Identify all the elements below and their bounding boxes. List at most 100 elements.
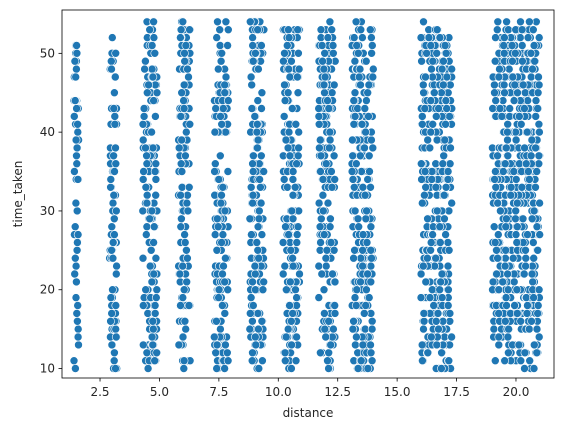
scatter-point (251, 332, 260, 342)
plot-frame (61, 9, 555, 379)
scatter-point (435, 285, 445, 295)
scatter-point (111, 364, 120, 373)
scatter-point (498, 167, 508, 176)
scatter-point (174, 143, 184, 153)
scatter-point (436, 277, 446, 287)
scatter-point (151, 253, 161, 263)
scatter-point (359, 309, 369, 318)
scatter-point (287, 56, 296, 66)
scatter-point (71, 364, 80, 373)
scatter-point (251, 340, 261, 350)
scatter-point (323, 198, 333, 208)
scatter-point (357, 167, 366, 176)
scatter-point (74, 340, 83, 350)
scatter-point (73, 332, 83, 342)
scatter-point (246, 17, 255, 27)
scatter-point (147, 41, 157, 50)
scatter-point (520, 348, 530, 358)
y-tick-label: 30 (40, 204, 55, 218)
scatter-point (490, 56, 500, 66)
scatter-point (152, 293, 161, 302)
scatter-point (280, 96, 290, 105)
scatter-point (493, 151, 502, 161)
scatter-point (330, 277, 340, 287)
scatter-point (349, 33, 359, 42)
scatter-point (179, 80, 189, 90)
scatter-point (421, 72, 430, 82)
scatter-point (514, 340, 524, 350)
scatter-point (509, 167, 519, 176)
scatter-point (287, 104, 297, 113)
scatter-point (427, 175, 437, 184)
scatter-point (108, 285, 117, 295)
scatter-point (215, 41, 225, 50)
scatter-point (288, 214, 298, 224)
scatter-point (110, 214, 119, 224)
scatter-point (531, 112, 541, 121)
scatter-point (431, 183, 441, 192)
scatter-point (426, 127, 436, 137)
scatter-point (360, 143, 369, 153)
scatter-point (253, 96, 263, 105)
scatter-point (498, 277, 508, 287)
scatter-point (532, 222, 542, 231)
scatter-point (71, 198, 81, 208)
scatter-point (432, 48, 442, 58)
scatter-point (416, 269, 426, 279)
scatter-point (107, 56, 116, 66)
scatter-point (353, 364, 363, 373)
scatter-point (314, 104, 324, 113)
scatter-point (530, 56, 540, 66)
scatter-point (500, 316, 510, 326)
scatter-point (355, 64, 365, 74)
scatter-point (518, 56, 527, 66)
scatter-point (419, 316, 429, 326)
scatter-point (520, 104, 529, 113)
scatter-point (349, 183, 359, 192)
scatter-point (317, 269, 327, 279)
scatter-point (509, 277, 519, 287)
scatter-point (522, 309, 532, 318)
scatter-point (254, 324, 263, 334)
scatter-point (248, 167, 258, 176)
scatter-point (218, 183, 228, 192)
scatter-point (283, 143, 293, 153)
scatter-point (327, 88, 337, 97)
scatter-point (73, 175, 83, 184)
scatter-point (221, 340, 230, 350)
scatter-point (354, 222, 364, 231)
scatter-point (329, 151, 339, 161)
scatter-point (150, 309, 160, 318)
scatter-point (500, 88, 509, 97)
scatter-point (254, 206, 264, 216)
scatter-point (440, 41, 450, 50)
scatter-point (506, 190, 516, 200)
scatter-point (501, 293, 511, 302)
scatter-point (178, 17, 188, 27)
scatter-point (249, 151, 258, 161)
y-tick-label: 10 (40, 362, 55, 376)
scatter-point (139, 167, 148, 176)
scatter-point (142, 159, 152, 168)
scatter-point (502, 17, 511, 27)
scatter-point (535, 127, 544, 137)
scatter-point (443, 167, 453, 176)
scatter-point (426, 41, 436, 50)
scatter-point (417, 120, 427, 129)
scatter-point (287, 340, 296, 350)
scatter-point (368, 143, 378, 153)
scatter-point (529, 293, 538, 302)
scatter-point (432, 135, 442, 145)
scatter-point (179, 364, 189, 373)
scatter-point (214, 175, 224, 184)
scatter-point (177, 214, 186, 224)
scatter-point (314, 112, 324, 121)
scatter-point (534, 120, 544, 129)
scatter-point (252, 120, 262, 129)
scatter-point (499, 48, 509, 58)
scatter-point (245, 324, 255, 334)
scatter-point (141, 56, 150, 66)
scatter-point (284, 127, 294, 137)
scatter-point (433, 309, 443, 318)
scatter-point (140, 64, 149, 74)
